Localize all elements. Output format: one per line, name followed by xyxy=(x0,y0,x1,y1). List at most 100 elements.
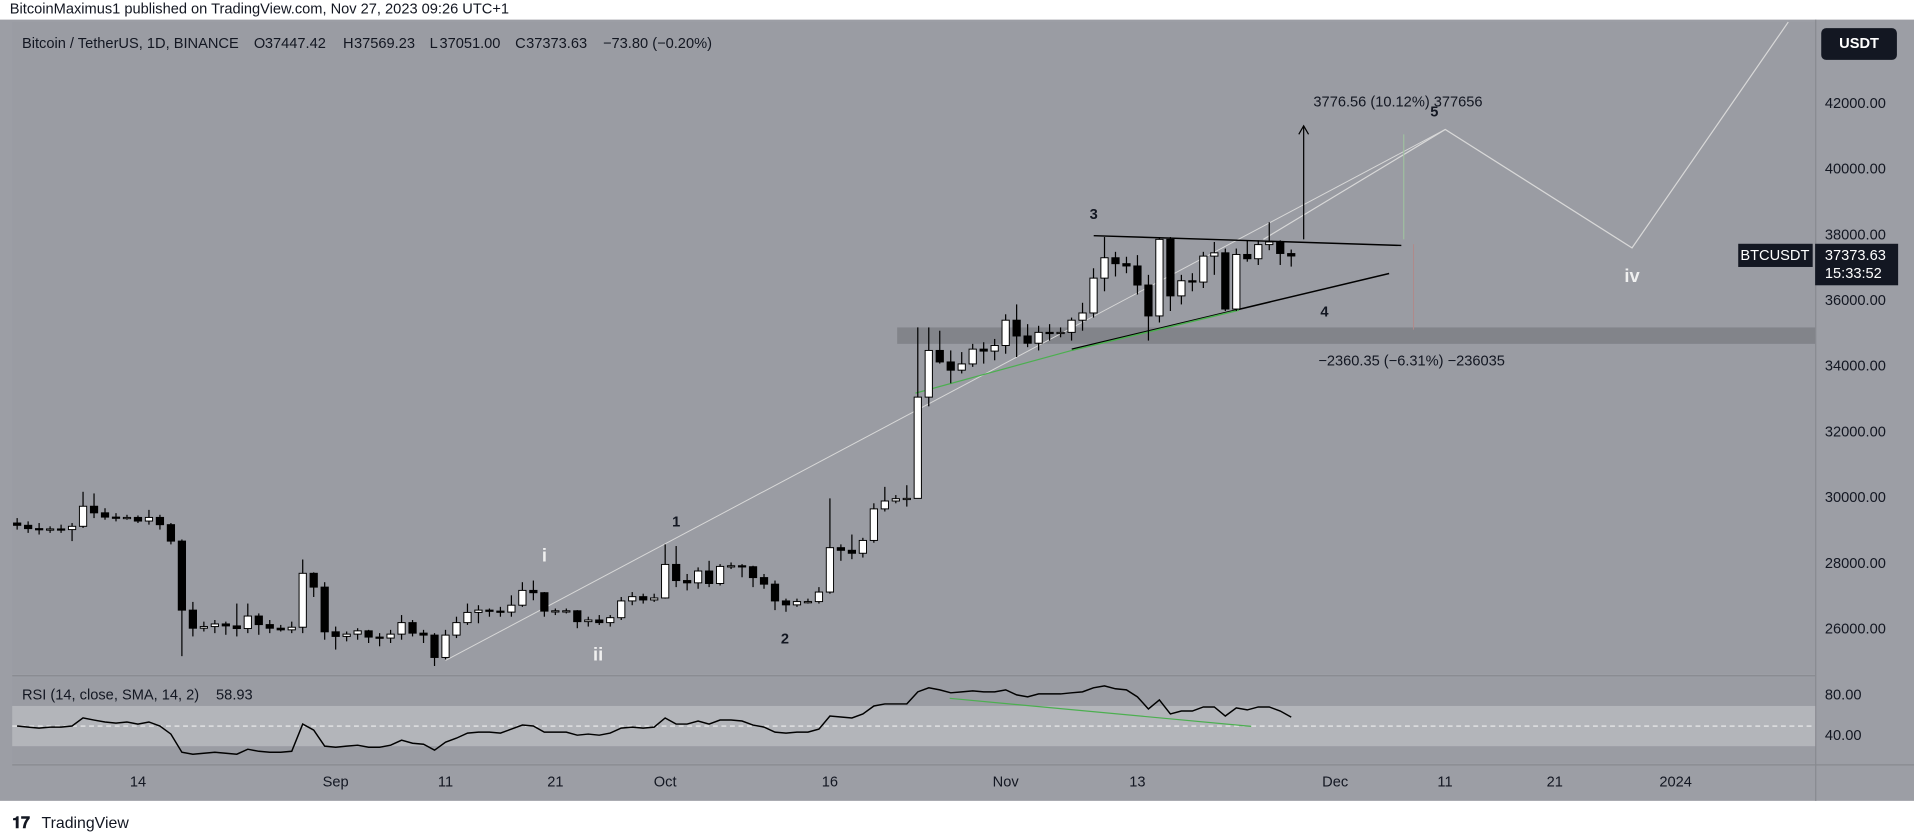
candle-body xyxy=(287,626,296,631)
candle-body xyxy=(759,577,769,585)
candle-body xyxy=(1023,335,1032,344)
candle-body xyxy=(650,597,659,601)
y-tick-label: 28000.00 xyxy=(1825,556,1886,572)
x-tick-label: 21 xyxy=(547,774,563,790)
candle-body xyxy=(737,565,747,568)
candle-body xyxy=(309,572,318,588)
candle-body xyxy=(386,633,395,639)
annotation: 3776.56 (10.12%) 377656 xyxy=(1313,95,1482,111)
y-tick-label: 30000.00 xyxy=(1825,490,1886,506)
candle-body xyxy=(463,611,472,624)
candle-body xyxy=(254,615,263,626)
annotation: 2 xyxy=(781,632,789,648)
ohlc-label: L xyxy=(430,36,438,52)
candle-body xyxy=(639,596,648,601)
candle-body xyxy=(946,361,955,371)
candle-body xyxy=(573,610,582,623)
x-tick-label: 13 xyxy=(1129,774,1145,790)
candle-body xyxy=(836,547,846,551)
y-tick-label: 32000.00 xyxy=(1825,424,1886,440)
candle-body xyxy=(803,601,813,604)
candle-body xyxy=(672,563,681,582)
publisher-line: BitcoinMaximus1 published on TradingView… xyxy=(10,2,509,18)
candle-body xyxy=(540,592,549,612)
candle-body xyxy=(1067,319,1076,333)
rsi-label: RSI (14, close, SMA, 14, 2) xyxy=(22,688,199,704)
candle-body xyxy=(1232,253,1241,310)
candle-body xyxy=(726,565,736,568)
ohlc-value: 37569.23 xyxy=(354,36,415,52)
symbol-tag-label: BTCUSDT xyxy=(1740,248,1809,264)
y-tick-label: 34000.00 xyxy=(1825,359,1886,375)
candle-body xyxy=(1155,238,1164,317)
wave-projection xyxy=(1263,21,1789,249)
rsi-divergence-line xyxy=(949,697,1252,727)
x-tick-label: Sep xyxy=(323,774,349,790)
candle-body xyxy=(1034,331,1043,344)
candle-body xyxy=(1001,319,1010,347)
candle-body xyxy=(452,622,461,636)
candle-body xyxy=(67,525,77,531)
candle-body xyxy=(968,348,977,365)
candle-body xyxy=(847,549,856,554)
candle-body xyxy=(177,540,187,611)
price-tag-countdown: 15:33:52 xyxy=(1825,266,1882,282)
ohlc-value: 37447.42 xyxy=(265,36,326,52)
rsi-last-value: 58.93 xyxy=(216,688,253,704)
candle-body xyxy=(166,524,176,542)
candle-body xyxy=(1078,312,1087,321)
x-tick-label: 2024 xyxy=(1659,774,1692,790)
candle-body xyxy=(617,600,626,619)
candle-body xyxy=(814,591,824,603)
candle-body xyxy=(880,500,889,510)
candle-body xyxy=(364,630,373,638)
candle-body xyxy=(628,596,637,602)
candle-body xyxy=(1133,265,1142,286)
candle-body xyxy=(35,528,44,531)
annotation: iv xyxy=(1624,265,1640,286)
candle-body xyxy=(1177,280,1186,297)
candle-body xyxy=(858,539,867,554)
annotation: 4 xyxy=(1320,304,1329,320)
candle-body xyxy=(935,349,944,363)
candle-body xyxy=(111,516,121,519)
annotation: 3 xyxy=(1090,207,1098,223)
candle-body xyxy=(990,345,999,352)
x-tick-label: 11 xyxy=(1437,774,1452,790)
candle-body xyxy=(276,627,285,631)
ohlc-label: O xyxy=(254,36,265,52)
candle-body xyxy=(715,565,725,584)
y-tick-label: 26000.00 xyxy=(1825,622,1886,638)
footer-logo: 𝟏𝟕 xyxy=(12,815,30,832)
candle-body xyxy=(957,363,966,371)
ohlc-value: 37373.63 xyxy=(526,36,587,52)
candle-body xyxy=(781,600,791,606)
support-zone xyxy=(897,327,1816,344)
candle-body xyxy=(825,547,835,593)
candle-body xyxy=(210,623,219,628)
candle-body xyxy=(902,497,911,501)
triangle-lower xyxy=(1071,272,1390,350)
annotation: 5 xyxy=(1430,104,1438,120)
candle-body xyxy=(924,349,933,398)
x-tick-label: 14 xyxy=(130,774,146,790)
candle-body xyxy=(1166,238,1175,297)
candle-body xyxy=(1056,331,1065,335)
candle-body xyxy=(188,609,197,629)
y-tick-label: 40000.00 xyxy=(1825,162,1886,178)
currency-button[interactable] xyxy=(1821,28,1897,60)
candle-body xyxy=(869,508,878,541)
price-tag xyxy=(1815,243,1899,286)
candle-body xyxy=(562,610,571,613)
candle-body xyxy=(595,619,604,624)
footer-brand: TradingView xyxy=(42,815,130,832)
candles-layer xyxy=(13,222,1296,755)
currency-button-label[interactable]: USDT xyxy=(1839,36,1879,52)
candle-body xyxy=(1254,244,1263,260)
candle-body xyxy=(1221,252,1230,310)
candle-body xyxy=(78,505,88,527)
target-arrowhead xyxy=(1298,124,1310,135)
y-tick-label: 36000.00 xyxy=(1825,293,1886,309)
candle-body xyxy=(694,570,703,584)
